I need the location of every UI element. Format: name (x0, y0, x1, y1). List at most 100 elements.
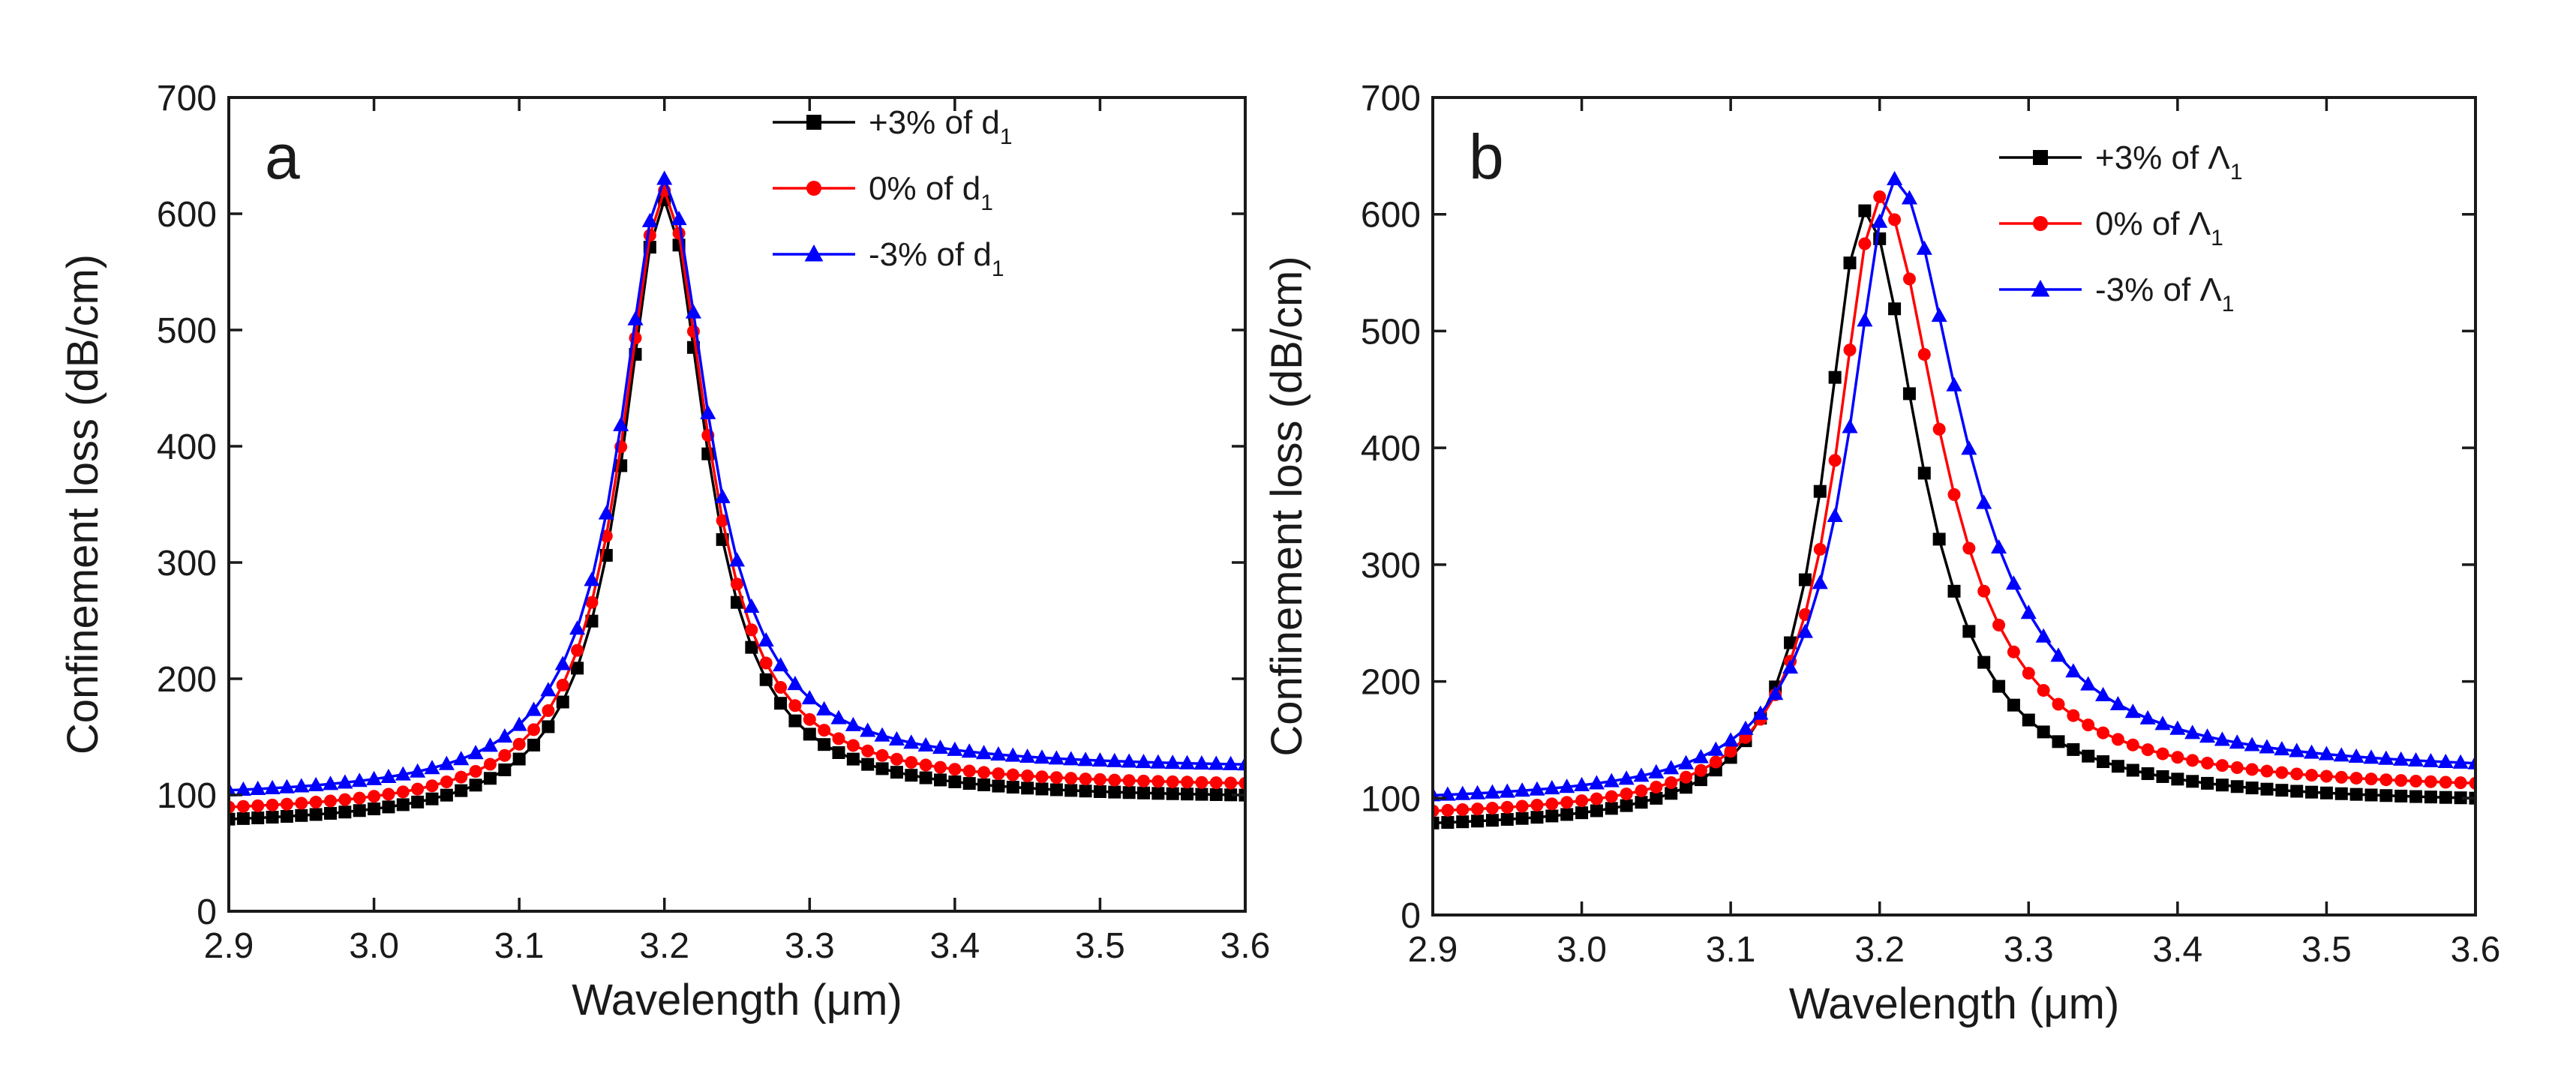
x-tick-label: 3.5 (1075, 926, 1125, 966)
data-point (990, 746, 1007, 761)
data-point (685, 304, 701, 319)
data-point (1737, 720, 1754, 735)
data-point (1620, 799, 1633, 812)
data-point (1530, 799, 1544, 812)
data-point (743, 598, 760, 613)
data-point (643, 229, 656, 242)
data-point (1108, 785, 1121, 799)
data-point (1224, 776, 1238, 790)
data-point (818, 738, 831, 752)
data-point (2437, 753, 2454, 769)
data-point (905, 756, 918, 770)
data-point (2334, 787, 2348, 800)
panel-label: b (1469, 122, 1504, 192)
y-tick-label: 600 (157, 195, 217, 235)
data-point (2201, 776, 2214, 790)
data-point (585, 596, 599, 609)
legend-item: -3% of d1 (773, 236, 1004, 281)
data-point (787, 675, 803, 691)
data-point (1694, 764, 1707, 777)
data-point (598, 505, 614, 520)
data-point (2348, 748, 2364, 763)
data-point (338, 806, 352, 819)
data-point (1575, 806, 1589, 820)
data-point (2005, 575, 2022, 590)
data-point (1947, 584, 1961, 598)
data-point (745, 623, 758, 637)
data-point (2035, 628, 2052, 643)
data-point (396, 798, 410, 812)
data-point (1471, 814, 1485, 828)
data-point (1164, 754, 1181, 770)
data-point (2469, 776, 2475, 790)
data-point (1962, 625, 1976, 638)
data-point (1932, 532, 1946, 546)
data-point (1485, 814, 1499, 827)
data-point (1947, 488, 1961, 501)
data-point (337, 774, 353, 789)
data-point (2245, 782, 2259, 795)
data-point (324, 794, 337, 808)
data-point (1150, 754, 1166, 769)
data-point (728, 552, 746, 567)
data-point (554, 656, 571, 670)
data-point (556, 695, 569, 709)
data-point (672, 226, 686, 240)
data-point (1545, 809, 1559, 823)
data-point (1767, 686, 1784, 700)
data-point (368, 790, 381, 803)
data-point (2111, 733, 2124, 746)
data-point (2097, 726, 2110, 740)
data-point (1752, 705, 1769, 720)
data-point (353, 791, 366, 805)
data-point (1019, 748, 1036, 764)
legend: +3% of d1 0% of d1 -3% of d1 (773, 104, 1013, 281)
data-point (2424, 775, 2437, 788)
x-tick-label: 3.5 (2301, 930, 2352, 970)
data-point (542, 720, 555, 734)
data-point (368, 802, 381, 816)
data-point (905, 769, 918, 782)
data-point (1122, 786, 1136, 800)
data-point (266, 798, 279, 812)
data-point (440, 788, 453, 802)
legend-marker (2033, 150, 2048, 165)
data-point (1514, 782, 1530, 797)
legend-label: -3% of Λ1 (2095, 272, 2234, 316)
y-tick-label: 100 (1361, 779, 1421, 819)
data-point (1917, 348, 1931, 362)
data-point (2319, 770, 2333, 783)
data-point (2394, 774, 2408, 788)
data-point (1064, 784, 1078, 797)
data-point (525, 701, 542, 716)
data-point (731, 596, 743, 609)
data-point (1574, 776, 1590, 792)
data-point (1782, 659, 1799, 674)
data-point (2215, 759, 2229, 772)
x-tick-label: 3.6 (1220, 926, 1271, 966)
data-point (1137, 786, 1150, 800)
data-point (467, 745, 484, 760)
data-point (309, 796, 323, 809)
data-point (861, 744, 875, 758)
data-point (1663, 760, 1680, 775)
data-point (483, 772, 497, 785)
data-point (280, 810, 293, 824)
data-point (382, 800, 395, 814)
data-point (1977, 656, 1991, 669)
data-point (236, 800, 250, 813)
data-point (2260, 764, 2274, 778)
series-circle-b (1433, 190, 2475, 818)
y-tick-label: 500 (157, 311, 217, 351)
data-point (1237, 756, 1245, 771)
data-point (1633, 767, 1650, 782)
data-point (2318, 746, 2334, 760)
x-tick-label: 2.9 (204, 926, 254, 966)
plot-frame (227, 96, 1247, 913)
data-point (2184, 724, 2201, 740)
data-point (801, 690, 818, 705)
data-point (1193, 755, 1210, 770)
data-point (1961, 440, 1977, 455)
data-point (438, 755, 455, 770)
